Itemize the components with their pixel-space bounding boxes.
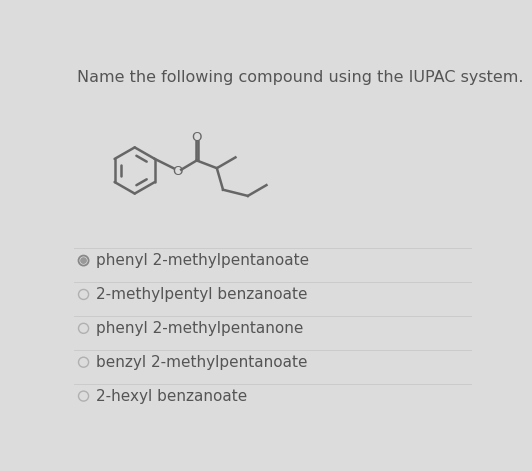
Text: phenyl 2-methylpentanoate: phenyl 2-methylpentanoate [96, 253, 309, 268]
Circle shape [81, 258, 86, 263]
Text: 2-hexyl benzanoate: 2-hexyl benzanoate [96, 389, 247, 404]
Text: benzyl 2-methylpentanoate: benzyl 2-methylpentanoate [96, 355, 307, 370]
Text: phenyl 2-methylpentanone: phenyl 2-methylpentanone [96, 321, 303, 336]
Text: Name the following compound using the IUPAC system.: Name the following compound using the IU… [77, 70, 524, 85]
Text: O: O [192, 131, 202, 144]
Text: O: O [172, 165, 182, 178]
Text: 2-methylpentyl benzanoate: 2-methylpentyl benzanoate [96, 287, 307, 302]
